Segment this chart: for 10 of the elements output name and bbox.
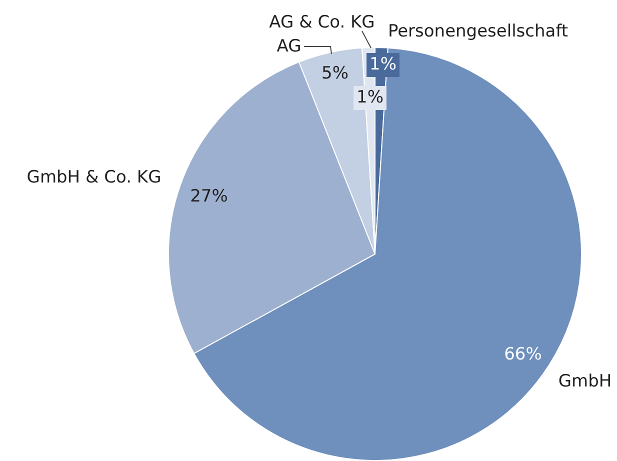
data-label: 1% xyxy=(370,54,396,74)
data-label: 5% xyxy=(322,63,348,84)
slice-label: AG xyxy=(276,36,302,56)
slice-label: Personengesellschaft xyxy=(388,21,568,42)
data-label: 66% xyxy=(504,344,542,364)
data-label: 1% xyxy=(356,87,384,108)
slice-label: AG & Co. KG xyxy=(269,12,375,32)
slice-label: GmbH xyxy=(558,371,612,392)
slice-label: GmbH & Co. KG xyxy=(26,167,162,188)
data-label: 27% xyxy=(190,186,228,206)
